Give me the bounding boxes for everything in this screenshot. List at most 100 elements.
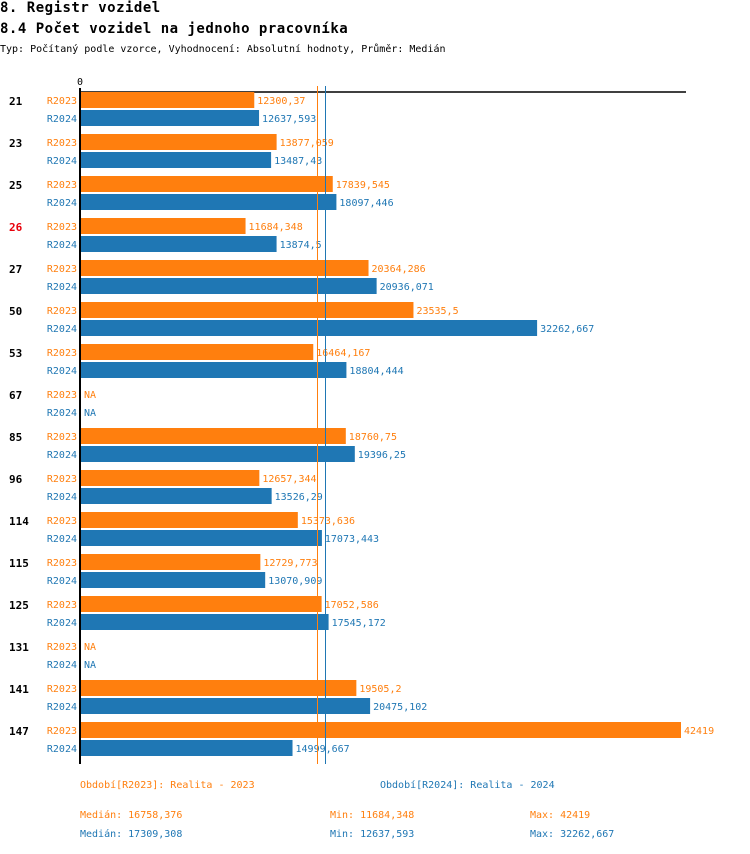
series-label-r2024: R2024	[47, 240, 77, 251]
series-label-r2023: R2023	[47, 642, 77, 653]
value-label-na: NA	[84, 390, 96, 401]
value-label-na: NA	[84, 408, 96, 419]
bar-r2024	[80, 362, 347, 378]
stat-min-2024: Min: 12637,593	[330, 829, 415, 840]
category-label: 53	[9, 347, 22, 360]
category-label: 147	[9, 725, 29, 738]
category-label: 96	[9, 473, 23, 486]
value-label: 32262,667	[540, 324, 594, 335]
series-label-r2024: R2024	[47, 744, 77, 755]
value-label: 18097,446	[339, 198, 393, 209]
bar-r2024	[80, 194, 337, 210]
value-label: 20936,071	[380, 282, 434, 293]
series-label-r2023: R2023	[47, 600, 77, 611]
stat-median-2024: Medián: 17309,308	[80, 829, 183, 840]
value-label: 17839,545	[336, 180, 390, 191]
legend-period-2024: Období[R2024]: Realita - 2024	[380, 780, 555, 791]
category-label: 131	[9, 641, 29, 654]
bar-r2023	[80, 134, 277, 150]
category-label: 125	[9, 599, 29, 612]
series-label-r2023: R2023	[47, 390, 77, 401]
bar-r2024	[80, 698, 371, 714]
bar-r2024	[80, 614, 329, 630]
bar-r2023	[80, 428, 346, 444]
bar-r2024	[80, 278, 377, 294]
value-label: 42419	[684, 726, 714, 737]
bar-r2024	[80, 320, 538, 336]
stat-median-2023: Medián: 16758,376	[80, 810, 183, 821]
stat-max-2023: Max: 42419	[530, 810, 591, 821]
series-label-r2024: R2024	[47, 282, 77, 293]
category-label: 115	[9, 557, 29, 570]
legend-period-2023: Období[R2023]: Realita - 2023	[80, 780, 255, 791]
value-label-na: NA	[84, 642, 96, 653]
bar-r2024	[80, 488, 272, 504]
value-label: 12657,344	[262, 474, 316, 485]
bar-r2024	[80, 236, 277, 252]
category-label: 50	[9, 305, 22, 318]
value-label-na: NA	[84, 660, 96, 671]
value-label: 19505,2	[359, 684, 401, 695]
series-label-r2023: R2023	[47, 516, 77, 527]
bar-r2024	[80, 110, 260, 126]
series-label-r2023: R2023	[47, 432, 77, 443]
series-label-r2024: R2024	[47, 450, 77, 461]
value-label: 11684,348	[249, 222, 303, 233]
bar-r2023	[80, 344, 314, 360]
category-label: 21	[9, 95, 23, 108]
value-label: 17073,443	[325, 534, 379, 545]
value-label: 18804,444	[349, 366, 403, 377]
value-label: 20364,286	[372, 264, 426, 275]
chart-subtitle: Typ: Počítaný podle vzorce, Vyhodnocení:…	[0, 44, 446, 55]
series-label-r2023: R2023	[47, 726, 77, 737]
series-label-r2024: R2024	[47, 492, 77, 503]
value-label: 13526,29	[275, 492, 323, 503]
bar-r2023	[80, 596, 322, 612]
bar-r2024	[80, 530, 322, 546]
series-label-r2023: R2023	[47, 138, 77, 149]
value-label: 14999,667	[296, 744, 350, 755]
value-label: 17052,586	[325, 600, 379, 611]
series-label-r2024: R2024	[47, 660, 77, 671]
series-label-r2024: R2024	[47, 324, 77, 335]
series-label-r2023: R2023	[47, 96, 77, 107]
stat-min-2023: Min: 11684,348	[330, 810, 415, 821]
category-label: 85	[9, 431, 22, 444]
series-label-r2023: R2023	[47, 264, 77, 275]
series-label-r2024: R2024	[47, 534, 77, 545]
series-label-r2023: R2023	[47, 684, 77, 695]
bar-r2023	[80, 512, 298, 528]
axis-zero-label: 0	[77, 77, 83, 88]
series-label-r2024: R2024	[47, 114, 77, 125]
value-label: 12729,773	[263, 558, 317, 569]
bar-r2024	[80, 446, 355, 462]
value-label: 13070,909	[268, 576, 322, 587]
value-label: 23535,5	[416, 306, 458, 317]
series-label-r2023: R2023	[47, 558, 77, 569]
category-label: 141	[9, 683, 29, 696]
bar-r2023	[80, 680, 357, 696]
value-label: 12300,37	[257, 96, 305, 107]
series-label-r2024: R2024	[47, 156, 77, 167]
bar-r2023	[80, 92, 255, 108]
series-label-r2024: R2024	[47, 408, 77, 419]
value-label: 13877,059	[280, 138, 334, 149]
series-label-r2023: R2023	[47, 180, 77, 191]
bar-r2024	[80, 572, 266, 588]
category-label: 26	[9, 221, 23, 234]
category-label: 27	[9, 263, 22, 276]
series-label-r2023: R2023	[47, 222, 77, 233]
bar-r2024	[80, 740, 293, 756]
series-label-r2023: R2023	[47, 306, 77, 317]
category-label: 25	[9, 179, 22, 192]
bar-r2023	[80, 218, 246, 234]
series-label-r2024: R2024	[47, 366, 77, 377]
value-label: 12637,593	[262, 114, 316, 125]
section-title: 8. Registr vozidel	[0, 0, 161, 16]
value-label: 19396,25	[358, 450, 406, 461]
bar-r2023	[80, 176, 333, 192]
series-label-r2024: R2024	[47, 618, 77, 629]
value-label: 18760,75	[349, 432, 397, 443]
bar-r2023	[80, 554, 261, 570]
series-label-r2023: R2023	[47, 348, 77, 359]
